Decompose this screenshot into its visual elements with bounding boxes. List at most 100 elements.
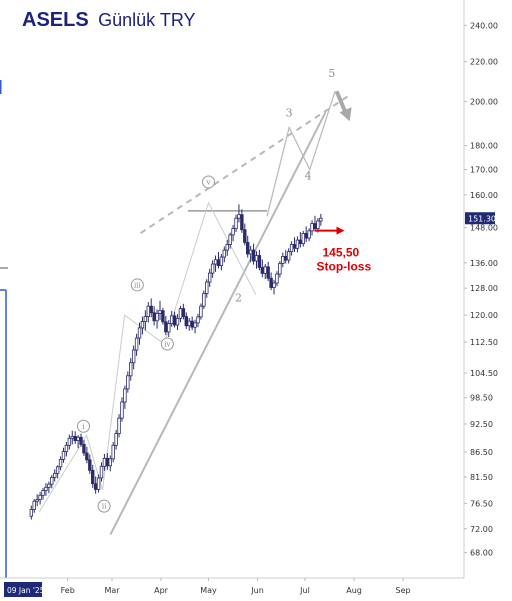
price-tick-label: 76.50 [470,499,493,508]
candle-body [64,444,69,452]
candle-body [55,466,60,474]
candle-body [266,266,270,279]
time-axis: 09 Jan '25 Feb Mar Apr May Jun Jul Aug Sep [0,577,464,597]
candle-body [93,483,98,490]
last-price-tag [465,212,495,225]
candle-body [137,327,142,339]
candle-body [169,315,174,325]
time-tick-label: Mar [104,586,120,595]
candle-body [307,230,311,239]
price-tick-label: 86.50 [470,448,493,457]
time-tick-label: Feb [61,586,75,595]
candle-body [67,437,72,446]
candle-body [152,312,156,322]
projected-wave-path [266,91,336,217]
candle-body [175,317,180,326]
candle-body [243,229,247,243]
candle-body [251,249,256,262]
candle-body [260,267,265,274]
wave-label-minor-circle [130,278,144,292]
candle-body [295,239,300,249]
candle-body [219,256,224,267]
candle-body [79,436,83,445]
wave-label-minor: iii [134,281,141,289]
candle-body [272,282,276,288]
candle-body [108,458,112,467]
price-tick-label: 200.00 [470,98,498,107]
candle-body [313,223,317,230]
candle-body [231,228,235,236]
candle-body [38,494,42,500]
candle-body [131,349,136,364]
candle-body [99,465,104,479]
candle-body [199,305,203,318]
wave-label-minor: iv [164,341,170,349]
candle-body [281,256,285,264]
candle-body [134,337,139,351]
candle-body [164,321,168,333]
candle-body [129,362,133,377]
candle-body [35,499,39,502]
price-tick-label: 160.00 [470,191,498,200]
candle-body [248,249,253,255]
time-tick-label: 09 Jan '25 [7,586,45,595]
wave-label-minor-circle [77,419,91,433]
price-tick-label: 68.00 [470,549,493,558]
candle-body [85,452,89,461]
candle-body [82,443,86,454]
candle-body [120,401,124,419]
candle-body [193,322,197,328]
candle-body [102,457,107,467]
candle-body [301,233,305,245]
candle-body [140,321,145,329]
wave-label-minor: ii [102,503,107,511]
time-tick-label: Sep [396,586,411,595]
candle-body [91,469,95,485]
candle-body [146,305,150,317]
wave-label-minor: i [82,423,85,431]
date-tag [4,582,42,597]
candle-body [172,315,177,326]
candle-body [184,316,189,327]
candle-body [225,244,229,251]
trendlines [38,90,352,536]
candle-body [96,477,101,490]
candle-body [149,305,153,314]
time-tick-label: Aug [346,586,362,595]
wave-label-major: 4 [305,169,312,182]
candle-body [41,490,45,496]
candle-body [269,277,273,288]
candle-body [292,244,297,249]
candle-body [284,256,288,261]
candle-body [88,459,92,471]
candle-body [246,242,250,255]
candle-body [58,458,63,468]
time-tick-label: Apr [154,586,169,595]
candle-body [289,244,294,253]
candle-body [237,214,241,219]
stop-loss-level: 145,50 [322,246,359,260]
candle-body [234,217,238,230]
candle-body [286,251,291,261]
candlestick-series [29,204,323,520]
price-tick-label: 120.00 [470,311,498,320]
candle-body [213,259,218,265]
stop-loss-label: Stop-loss [316,260,371,274]
candle-body [111,444,115,460]
price-tick-label: 180.00 [470,142,498,151]
candle-body [161,310,165,323]
time-tick-label: Jul [299,586,310,595]
price-tick-label: 148.00 [470,223,498,232]
price-axis: 240.00 220.00 200.00 180.00 170.00 160.00 148.… [0,0,498,578]
candle-body [207,272,212,283]
candle-body [44,486,48,491]
candle-body [316,220,320,230]
candle-body [298,239,303,245]
price-tick-label: 240.00 [470,21,498,30]
candle-body [228,234,232,245]
price-tick-label: 72.00 [470,525,493,534]
candle-body [53,472,57,478]
